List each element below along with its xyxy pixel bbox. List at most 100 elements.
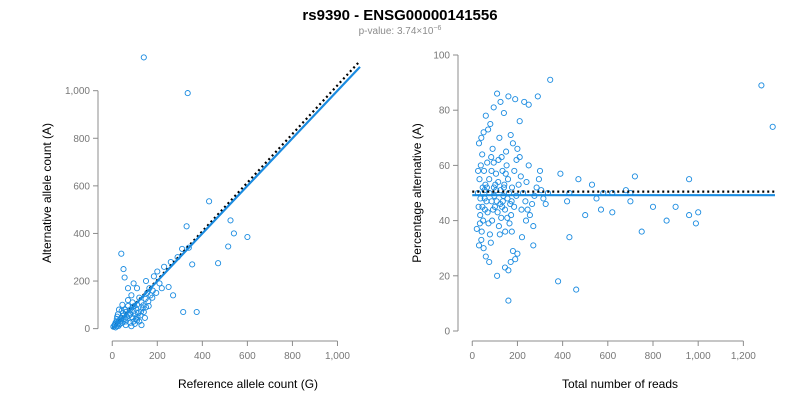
data-point (582, 212, 589, 219)
data-point (476, 220, 483, 227)
y-axis-label: Percentage alternative (A) (410, 123, 424, 262)
data-point (495, 156, 502, 163)
data-point (503, 148, 510, 155)
data-point (588, 181, 596, 188)
data-point (475, 203, 482, 210)
data-point (501, 264, 509, 271)
data-point (482, 112, 489, 119)
data-point (475, 167, 482, 174)
data-point (139, 305, 146, 312)
data-point (535, 176, 542, 183)
data-point (514, 145, 521, 152)
y-tick-label: 200 (73, 277, 90, 288)
x-tick-label: 600 (599, 351, 616, 362)
scatter-points (473, 76, 776, 304)
data-point (132, 305, 139, 312)
data-point (230, 230, 237, 237)
fit-line (111, 66, 361, 330)
data-point (505, 267, 512, 274)
data-point (597, 206, 605, 213)
data-point (487, 239, 494, 246)
data-point (140, 54, 147, 61)
data-point (479, 151, 486, 158)
data-point (521, 98, 528, 105)
data-point (493, 187, 500, 194)
data-point (128, 292, 135, 299)
data-point (149, 294, 156, 301)
data-point (518, 206, 525, 213)
data-point (114, 313, 121, 320)
data-point (522, 217, 530, 224)
data-point (478, 134, 485, 141)
data-point (498, 154, 505, 161)
data-point (758, 82, 765, 89)
data-point (133, 285, 141, 292)
data-point (145, 302, 152, 310)
data-point (564, 198, 571, 205)
data-point (649, 203, 657, 210)
y-axis: 0 200 400 600 800 1,000 (65, 86, 99, 335)
scatter-points (110, 54, 251, 331)
data-point (120, 266, 127, 273)
data-point (129, 299, 136, 306)
data-point (500, 184, 507, 191)
data-point (480, 129, 487, 136)
x-tick-label: 800 (284, 351, 301, 362)
data-point (478, 236, 485, 243)
data-point (153, 289, 160, 296)
x-tick-label: 0 (109, 351, 115, 362)
data-point (530, 242, 537, 249)
data-point (244, 233, 251, 241)
data-point (638, 228, 645, 235)
chart-title: rs9390 - ENSG00000141556 (302, 7, 497, 24)
data-point (695, 209, 702, 216)
data-point (526, 212, 533, 219)
y-tick-label: 100 (433, 51, 450, 62)
data-point (215, 260, 222, 267)
data-point (502, 170, 509, 177)
data-point (486, 258, 493, 266)
data-point (138, 308, 145, 315)
data-point (515, 181, 522, 188)
data-point (480, 217, 487, 224)
y-tick-label: 600 (73, 181, 90, 192)
data-point (481, 206, 488, 213)
data-point (141, 314, 148, 321)
x-tick-label: 800 (645, 351, 662, 362)
data-point (503, 162, 510, 169)
data-point (500, 109, 507, 117)
data-point (490, 159, 497, 166)
x-axis-label: Total number of reads (562, 377, 678, 391)
data-point (505, 93, 512, 100)
data-point (488, 154, 495, 161)
data-point (536, 167, 544, 174)
data-point (593, 195, 600, 202)
data-point (488, 198, 495, 205)
data-point (476, 176, 483, 183)
data-point (508, 184, 516, 191)
data-point (508, 198, 515, 205)
y-tick-label: 80 (439, 106, 451, 117)
y-tick-label: 800 (73, 134, 90, 145)
data-point (477, 212, 484, 219)
y-tick-label: 60 (439, 161, 451, 172)
data-point (523, 178, 530, 186)
data-point (495, 223, 502, 230)
data-point (179, 245, 186, 252)
data-point (501, 181, 508, 188)
data-point (540, 195, 547, 202)
data-point (180, 308, 187, 316)
data-point (566, 234, 573, 241)
data-point (165, 283, 172, 291)
data-point (514, 250, 521, 257)
x-tick-label: 400 (554, 351, 571, 362)
data-point (486, 176, 493, 183)
data-point (686, 176, 693, 183)
data-point (509, 247, 516, 255)
data-point (499, 167, 506, 174)
data-point (494, 272, 501, 279)
x-tick-label: 1,000 (686, 351, 711, 362)
data-point (189, 261, 196, 268)
data-point (150, 273, 157, 280)
data-point (530, 223, 537, 230)
